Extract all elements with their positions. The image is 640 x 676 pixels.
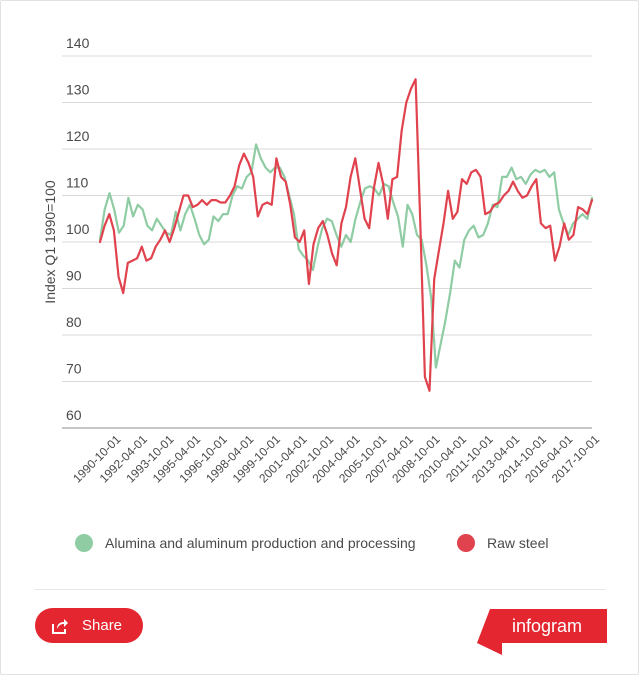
y-axis-ticks: 60 70 80 90 100 110 120 130 140	[66, 35, 90, 423]
y-tick-label: 80	[66, 314, 82, 330]
share-label: Share	[82, 617, 123, 634]
y-tick-label: 100	[66, 221, 90, 237]
legend-label-alumina: Alumina and aluminum production and proc…	[105, 535, 416, 551]
legend-swatch-raw-steel	[457, 534, 475, 552]
y-tick-label: 60	[66, 407, 82, 423]
line-chart: 60 70 80 90 100 110 120 130 140 1990-10-011992-0…	[42, 35, 602, 552]
share-icon	[52, 618, 68, 634]
legend-swatch-alumina	[75, 534, 93, 552]
y-tick-label: 110	[66, 175, 89, 191]
y-tick-label: 130	[66, 82, 90, 98]
share-button[interactable]: Share	[35, 608, 143, 643]
x-axis-ticks: 1990-10-011992-04-011993-10-011995-04-01…	[70, 432, 602, 486]
footer-divider	[35, 589, 605, 590]
y-tick-label: 90	[66, 268, 82, 284]
legend: Alumina and aluminum production and proc…	[75, 534, 548, 552]
y-tick-label: 70	[66, 361, 82, 377]
gridlines	[62, 55, 592, 429]
infogram-logo[interactable]: infogram	[475, 607, 607, 657]
series-line-raw-steel	[98, 78, 594, 392]
series-lines	[98, 78, 594, 392]
y-tick-label: 140	[66, 35, 90, 51]
legend-label-raw-steel: Raw steel	[487, 535, 548, 551]
y-tick-label: 120	[66, 128, 90, 144]
y-axis-title: Index Q1 1990=100	[42, 180, 58, 304]
series-line-alumina	[98, 143, 594, 369]
infogram-logo-text: infogram	[512, 616, 582, 636]
